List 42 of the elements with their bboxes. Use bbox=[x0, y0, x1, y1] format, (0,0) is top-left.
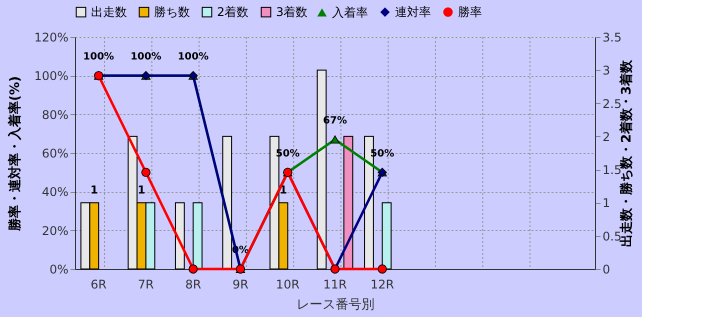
x-tick-label: 9R bbox=[232, 278, 248, 292]
legend-label: 勝率 bbox=[458, 5, 482, 20]
y-tick-label: 20% bbox=[42, 224, 68, 238]
data-label: 1 bbox=[90, 184, 98, 197]
y-tick-label: 80% bbox=[42, 108, 68, 122]
legend-label: 勝ち数 bbox=[154, 5, 190, 20]
data-label: 1 bbox=[138, 184, 146, 197]
y2-tick-label: 2 bbox=[602, 130, 610, 144]
y-tick-label: 100% bbox=[34, 69, 68, 84]
point bbox=[188, 264, 198, 274]
y-tick-label: 40% bbox=[42, 185, 68, 200]
x-tick-label: 8R bbox=[185, 278, 202, 292]
y2-tick-label: 2.5 bbox=[602, 96, 622, 111]
bar bbox=[174, 202, 185, 270]
x-tick-label: 6R bbox=[90, 278, 107, 292]
y2-tick-label: 0 bbox=[602, 262, 610, 276]
legend-label: 入着率 bbox=[332, 5, 368, 20]
y-tick-label: 0% bbox=[49, 262, 68, 276]
y-tick-label: 60% bbox=[42, 146, 68, 160]
bar bbox=[382, 202, 392, 270]
y-axis-title: 勝率・連対率・入着率(%) bbox=[7, 76, 24, 232]
data-label: 100% bbox=[178, 52, 209, 63]
data-label: 100% bbox=[130, 52, 162, 63]
legend-label: 出走数 bbox=[91, 5, 127, 20]
y2-tick-label: 3.5 bbox=[602, 30, 622, 44]
point bbox=[378, 264, 387, 274]
y2-tick-label: 1 bbox=[602, 196, 610, 210]
x-axis-title: レース番号別 bbox=[296, 298, 374, 312]
legend-label: 2着数 bbox=[217, 5, 249, 20]
legend-label: 3着数 bbox=[276, 5, 308, 20]
data-label: 100% bbox=[83, 52, 114, 63]
point bbox=[330, 135, 340, 144]
x-tick-label: 10R bbox=[276, 278, 300, 292]
x-tick-label: 12R bbox=[370, 278, 394, 292]
bar bbox=[192, 202, 203, 270]
x-tick-label: 11R bbox=[323, 278, 347, 292]
y2-tick-label: 3 bbox=[602, 64, 610, 78]
y-tick-label: 120% bbox=[34, 30, 68, 44]
bar bbox=[222, 136, 232, 270]
point bbox=[141, 168, 150, 177]
legend-label: 連対率 bbox=[395, 5, 431, 20]
x-tick-label: 7R bbox=[138, 278, 154, 292]
